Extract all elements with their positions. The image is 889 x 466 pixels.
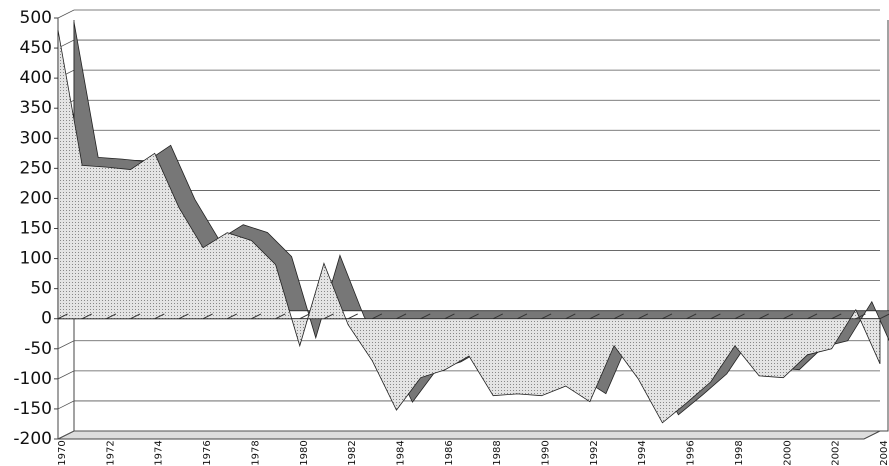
y-tick-label: -200 <box>13 429 52 449</box>
x-tick <box>372 313 383 320</box>
floor <box>57 430 881 440</box>
area <box>57 29 881 424</box>
x-tick <box>106 313 117 320</box>
grid-line <box>57 430 880 440</box>
plot <box>57 21 889 424</box>
x-tick-label: 1972 <box>105 440 116 465</box>
x-tick-label: 1992 <box>589 440 600 465</box>
x-tick-label: 1996 <box>686 440 697 465</box>
x-tick-label: 1998 <box>734 440 745 465</box>
grid-line <box>57 129 880 139</box>
x-tick <box>855 313 866 320</box>
x-tick <box>178 313 189 320</box>
x-tick <box>831 313 842 320</box>
grid-line <box>57 39 880 49</box>
x-tick <box>154 313 165 320</box>
x-tick <box>613 313 624 320</box>
x-tick <box>807 313 818 320</box>
x-tick <box>347 313 358 320</box>
x-tick <box>710 313 721 320</box>
grid-line <box>57 99 880 109</box>
labels: -200 -150 -100 -50 0 50 100 150 200 250 300 350 400 4… <box>13 8 889 466</box>
y-tick-label: -150 <box>13 399 52 419</box>
x-tick <box>396 313 407 320</box>
y-tick-label: -100 <box>13 369 52 389</box>
x-tick <box>251 313 262 320</box>
x-tick <box>686 313 697 320</box>
x-tick <box>517 313 528 320</box>
y-tick-label: 250 <box>20 158 52 178</box>
x-tick-label: 1982 <box>347 440 358 465</box>
x-tick-label: 1978 <box>250 440 261 465</box>
x-tick <box>420 313 431 320</box>
x-tick <box>299 313 310 320</box>
x-tick-label: 2000 <box>782 440 793 465</box>
x-tick <box>130 313 141 320</box>
x-tick-label: 1984 <box>395 440 406 465</box>
x-tick-label: 1990 <box>541 440 552 465</box>
y-tick-label: 50 <box>30 279 52 299</box>
x-tick-label: 1980 <box>299 440 310 465</box>
x-tick <box>227 313 238 320</box>
y-tick-label: 0 <box>41 309 52 329</box>
x-tick <box>492 313 504 320</box>
x-tick <box>81 313 93 320</box>
y-tick-label: 200 <box>20 188 52 208</box>
x-tick <box>275 313 286 320</box>
x-tick <box>202 313 213 320</box>
y-tick-label: 100 <box>20 249 52 269</box>
x-tick <box>57 313 68 320</box>
x-tick <box>323 313 334 320</box>
x-tick-label: 2002 <box>831 440 842 465</box>
x-tick <box>541 313 552 320</box>
grid-line <box>57 400 880 410</box>
x-tick-label: 1988 <box>492 440 503 465</box>
y-tick-label: 150 <box>20 219 52 239</box>
grid-line <box>57 69 880 79</box>
x-tick <box>662 313 673 320</box>
x-tick <box>444 313 455 320</box>
x-tick-label: 1986 <box>444 440 455 465</box>
x-tick <box>734 313 745 320</box>
y-tick-label: 400 <box>20 68 52 88</box>
y-tick-label: 450 <box>20 38 52 58</box>
x-tick-label: 2004 <box>879 440 889 465</box>
x-tick-label: 1974 <box>154 440 165 465</box>
y-tick-label: 300 <box>20 128 52 148</box>
x-tick <box>468 313 479 320</box>
x-tick-label: 1970 <box>57 440 68 465</box>
x-tick <box>758 313 769 320</box>
x-tick <box>783 313 794 320</box>
y-tick-label: -50 <box>24 339 52 359</box>
x-tick-label: 1994 <box>637 440 648 465</box>
x-tick <box>879 313 889 320</box>
x-tick <box>638 313 649 320</box>
y-tick-label: 350 <box>20 98 52 118</box>
x-tick <box>589 313 600 320</box>
grid-line <box>57 159 880 169</box>
x-tick-label: 1976 <box>202 440 213 465</box>
y-tick-label: 500 <box>20 8 52 28</box>
grid-line <box>57 9 880 19</box>
x-tick <box>565 313 576 320</box>
